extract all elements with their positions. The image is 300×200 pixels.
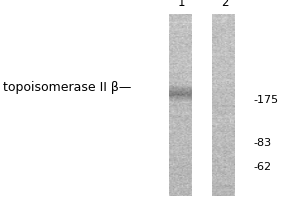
Text: -175: -175 [254, 95, 279, 105]
Text: topoisomerase II β—: topoisomerase II β— [3, 81, 131, 94]
Text: 1: 1 [178, 0, 185, 9]
Text: -62: -62 [254, 162, 272, 172]
Text: -83: -83 [254, 138, 272, 148]
Text: 2: 2 [221, 0, 228, 9]
